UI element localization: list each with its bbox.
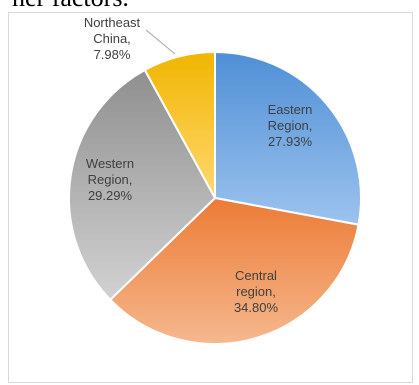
slice-label-western-region: Western Region, 29.29% [86, 156, 134, 203]
cropped-heading-text: her factors. [12, 0, 129, 13]
slice-label-northeast-china: Northeast China, 7.98% [84, 15, 141, 62]
pie-slice-central-region [108, 196, 360, 345]
slice-label-central-region: Central region, 34.80% [234, 268, 279, 315]
pie-slice-northeast-china [143, 50, 216, 199]
slice-label-eastern-region: Eastern Region, 27.93% [268, 102, 313, 149]
leader-line-northeast-china [145, 29, 176, 55]
pie-slice-western-region [68, 68, 217, 302]
pie-slice-eastern-region [214, 50, 362, 226]
